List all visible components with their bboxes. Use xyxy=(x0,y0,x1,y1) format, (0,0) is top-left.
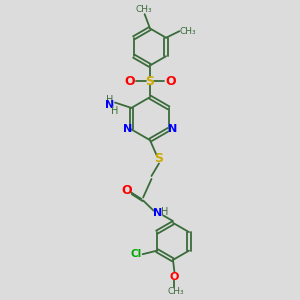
Text: H: H xyxy=(161,207,169,217)
Text: N: N xyxy=(168,124,177,134)
Text: CH₃: CH₃ xyxy=(179,27,196,36)
Text: O: O xyxy=(165,74,175,88)
Text: H: H xyxy=(111,106,118,116)
Text: S: S xyxy=(146,74,154,88)
Text: O: O xyxy=(170,272,179,282)
Text: O: O xyxy=(121,184,132,197)
Text: N: N xyxy=(105,100,115,110)
Text: Cl: Cl xyxy=(130,249,142,259)
Text: O: O xyxy=(124,74,135,88)
Text: N: N xyxy=(123,124,132,134)
Text: CH₃: CH₃ xyxy=(167,287,184,296)
Text: H: H xyxy=(106,94,114,104)
Text: S: S xyxy=(154,152,164,165)
Text: N: N xyxy=(153,208,163,218)
Text: CH₃: CH₃ xyxy=(135,4,152,14)
